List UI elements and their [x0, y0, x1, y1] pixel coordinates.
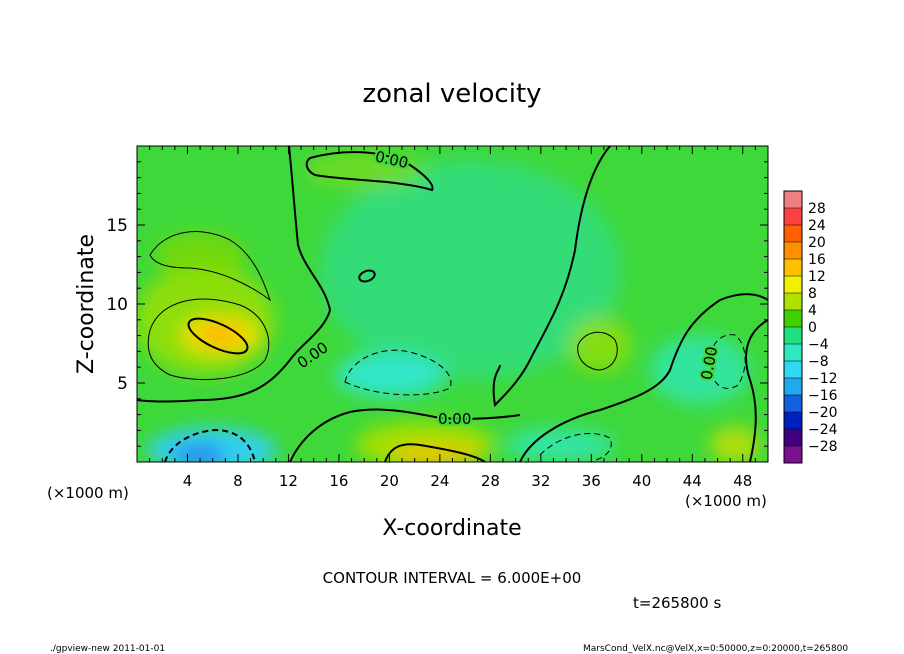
contour-label: 0.00 [438, 410, 471, 428]
x-tick-label: 36 [582, 472, 601, 490]
colorbar-swatch [784, 395, 802, 413]
colorbar-label: 20 [808, 235, 826, 251]
colorbar-label: 16 [808, 252, 826, 268]
x-tick-label: 44 [683, 472, 702, 490]
colorbar-label: −8 [808, 354, 829, 370]
y-tick-label: 15 [106, 216, 128, 236]
x-tick-label: 20 [380, 472, 399, 490]
positive-contour-upper [149, 231, 271, 302]
x-tick-label: 12 [279, 472, 298, 490]
zero-contour-right-b [745, 319, 768, 462]
zero-contour-mid [289, 408, 521, 462]
colorbar-label: 24 [808, 218, 826, 234]
colorbar-swatch [784, 191, 802, 209]
y-axis-label: Z-coordinate [74, 234, 99, 374]
colorbar-swatch [784, 225, 802, 243]
colorbar-label: 4 [808, 303, 817, 319]
x-unit-label-right: (×1000 m) [685, 492, 767, 510]
footer-left: ./gpview-new 2011-01-01 [50, 644, 165, 654]
colorbar-swatch [784, 259, 802, 277]
colorbar-label: −12 [808, 371, 838, 387]
x-unit-label-left: (×1000 m) [47, 484, 129, 502]
chart-title: zonal velocity [362, 79, 541, 109]
positive-contour-outer [147, 298, 270, 381]
colorbar-swatch [784, 361, 802, 379]
colorbar-label: 0 [808, 320, 817, 336]
negative-contour-lower-mid [539, 432, 612, 462]
negative-contour-right [709, 334, 746, 389]
y-tick-label: 10 [106, 295, 128, 315]
colorbar-swatch [784, 344, 802, 362]
colorbar-swatch [784, 429, 802, 447]
zero-contour-top [305, 151, 434, 192]
colorbar-swatch [784, 276, 802, 294]
colorbar-label: −4 [808, 337, 829, 353]
colorbar-label: −20 [808, 405, 838, 421]
x-tick-label: 4 [183, 472, 193, 490]
x-tick-label: 28 [481, 472, 500, 490]
colorbar-label: −24 [808, 422, 838, 438]
colorbar-swatch [784, 378, 802, 396]
contour-lines [137, 146, 768, 462]
y-tick-label: 5 [117, 374, 128, 394]
colorbar-swatch [784, 242, 802, 260]
time-text: t=265800 s [633, 594, 721, 612]
positive-contour-right [577, 331, 618, 371]
colorbar-swatch [784, 293, 802, 311]
colorbar-swatch [784, 446, 802, 464]
x-tick-label: 48 [733, 472, 752, 490]
negative-contour-lower-left [164, 428, 256, 462]
colorbar-swatch [784, 412, 802, 430]
zero-contour-right [492, 146, 768, 462]
x-tick-label: 16 [329, 472, 348, 490]
x-tick-label: 40 [632, 472, 651, 490]
colorbar-swatch [784, 310, 802, 328]
x-axis-label: X-coordinate [382, 516, 521, 541]
x-tick-label: 8 [233, 472, 243, 490]
zero-contour-small [358, 269, 376, 283]
colorbar-swatch [784, 327, 802, 345]
colorbar-swatch [784, 208, 802, 226]
zero-contour-bottom [384, 443, 486, 462]
field-blobs [137, 152, 760, 462]
footer-right: MarsCond_VelX.nc@VelX,x=0:50000,z=0:2000… [583, 644, 848, 654]
negative-contour-mid [344, 349, 452, 396]
zero-contour-left [137, 146, 332, 403]
contour-interval-text: CONTOUR INTERVAL = 6.000E+00 [323, 569, 582, 587]
velocity-field [137, 146, 768, 462]
colorbar-label: 28 [808, 201, 826, 217]
x-tick-label: 24 [430, 472, 449, 490]
colorbar-label: 12 [808, 269, 826, 285]
colorbar-label: 8 [808, 286, 817, 302]
x-tick-label: 32 [531, 472, 550, 490]
colorbar-label: −16 [808, 388, 838, 404]
colorbar-label: −28 [808, 439, 838, 455]
positive-contour-core [187, 317, 249, 355]
